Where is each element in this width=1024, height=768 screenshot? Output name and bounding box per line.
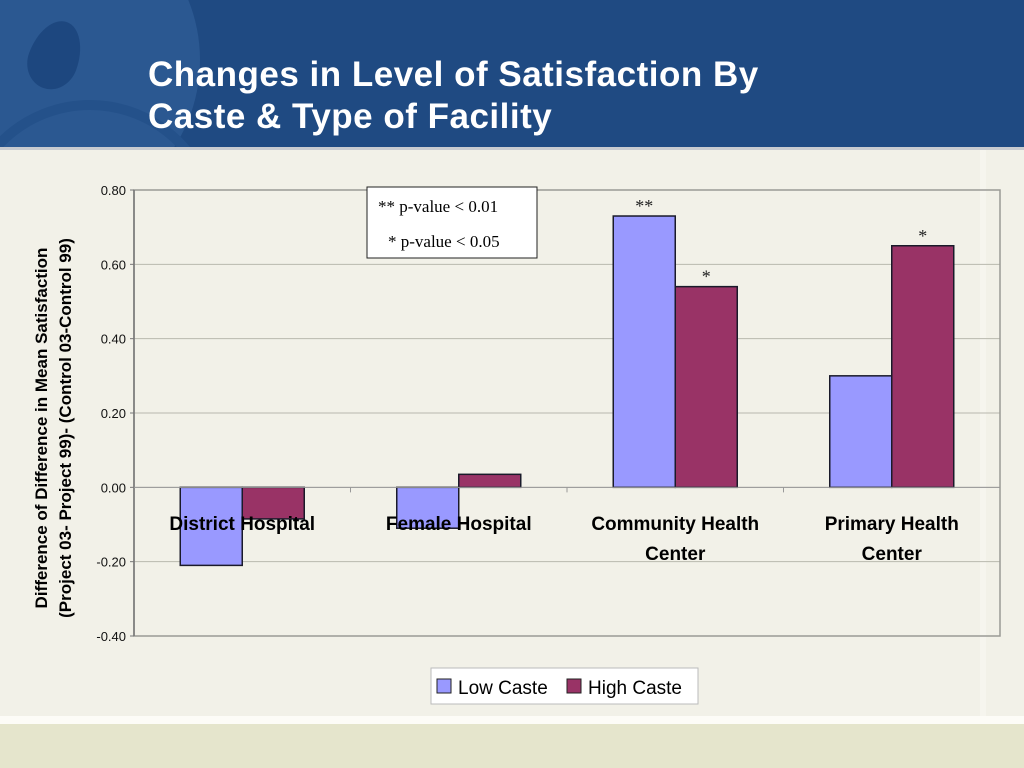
footer-divider — [0, 716, 1024, 724]
slide-footer — [0, 724, 1024, 768]
legend-label-high-caste: High Caste — [588, 678, 682, 699]
legend-swatch-low-caste — [436, 678, 452, 694]
y-tick-label: 0.40 — [101, 332, 126, 347]
bars — [179, 215, 955, 567]
y-tick-label: 0.00 — [101, 480, 126, 495]
bar-low-caste-3 — [829, 375, 893, 489]
y-tick-label: 0.80 — [101, 183, 126, 198]
legend-label-low-caste: Low Caste — [458, 678, 548, 699]
y-tick-label: -0.20 — [96, 555, 126, 570]
p-value-note: ** p-value < 0.01 * p-value < 0.05 — [366, 186, 538, 259]
category-label: Center — [645, 544, 706, 565]
p-value-note-line-2: * p-value < 0.05 — [388, 232, 500, 251]
axes — [130, 189, 1001, 637]
bar-low-caste-0 — [179, 486, 243, 567]
bar-high-caste-3 — [891, 245, 955, 489]
bar-high-caste-2 — [674, 285, 738, 489]
title-line-1: Changes in Level of Satisfaction By — [148, 55, 759, 94]
slide-title: Changes in Level of Satisfaction By Cast… — [148, 54, 759, 138]
bar-high-caste-0 — [241, 486, 305, 520]
legend-box — [430, 667, 699, 705]
bar-low-caste-2 — [612, 215, 676, 489]
right-decor-strip — [980, 150, 986, 716]
bar-high-caste-1 — [458, 473, 522, 489]
y-axis-title-line-1: Difference of Difference in Mean Satisfa… — [32, 248, 51, 609]
category-label: District Hospital — [169, 514, 315, 535]
category-label: Center — [862, 544, 923, 565]
category-label: Primary Health — [825, 514, 959, 535]
significance-marker: ** — [635, 196, 653, 216]
p-value-note-box — [366, 186, 538, 259]
significance-marker: * — [702, 267, 711, 287]
y-tick-label: -0.40 — [96, 629, 126, 644]
significance-marker: * — [918, 226, 927, 246]
y-axis-title: Difference of Difference in Mean Satisfa… — [32, 238, 75, 618]
category-labels: District Hospital Female Hospital Communit… — [169, 514, 958, 565]
y-tick-labels: -0.40 -0.20 0.00 0.20 0.40 0.60 0.80 — [96, 183, 126, 644]
legend-swatch-high-caste — [566, 678, 582, 694]
slide-header: Changes in Level of Satisfaction By Cast… — [0, 0, 1024, 147]
title-line-2: Caste & Type of Facility — [148, 97, 553, 136]
p-value-note-line-1: ** p-value < 0.01 — [378, 197, 498, 216]
bar-low-caste-1 — [396, 486, 460, 529]
y-tick-label: 0.60 — [101, 257, 126, 272]
y-axis-title-line-2: (Project 03- Project 99)- (Control 03-Co… — [56, 238, 75, 618]
significance-markers: **** — [635, 196, 927, 287]
legend: Low Caste High Caste — [430, 667, 699, 705]
y-tick-label: 0.20 — [101, 406, 126, 421]
category-label: Community Health — [591, 514, 759, 535]
category-label: Female Hospital — [386, 514, 532, 535]
header-divider — [0, 147, 1024, 150]
